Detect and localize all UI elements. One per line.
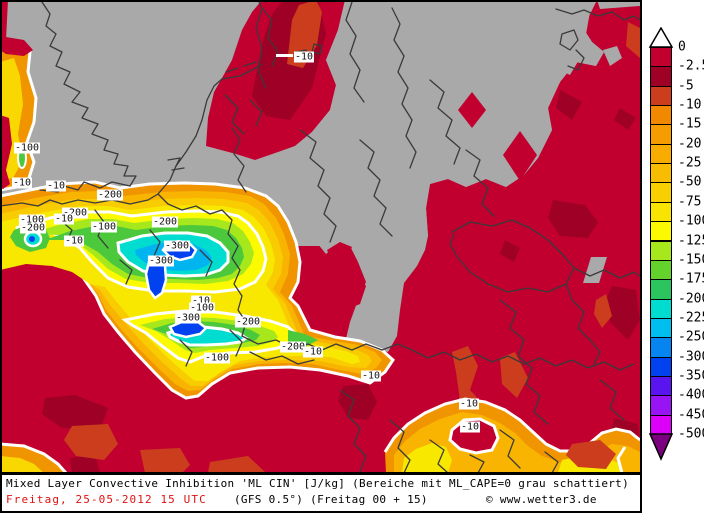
contour-label: -100 — [18, 214, 46, 226]
colorbar-tick-label: -150 — [678, 252, 704, 268]
sw-corner-pool — [0, 442, 68, 474]
colorbar-cell — [650, 298, 672, 319]
contour-label: -10 — [293, 51, 315, 63]
cin-region-brick — [64, 22, 640, 473]
contour-label: -100 — [13, 142, 41, 154]
colorbar-tick-label: -50 — [678, 174, 702, 190]
colorbar-tick-label: -15 — [678, 116, 702, 132]
colorbar-tick-label: -400 — [678, 387, 704, 403]
colorbar-tick-label: -10 — [678, 97, 702, 113]
colorbar: 0 -2.5 -5 -10 -15 -20 -25 -50 -75 -100 -125 -150 -17… — [648, 0, 704, 513]
contour-label: -10 — [459, 421, 481, 433]
contour-label: -100 — [203, 352, 231, 364]
map-title: Mixed Layer Convective Inhibition 'ML CI… — [6, 477, 630, 490]
contour-label: -300 — [147, 255, 175, 267]
contour-label: -10 — [11, 177, 33, 189]
colorbar-tick-label: -20 — [678, 136, 702, 152]
colorbar-up-arrow — [648, 27, 674, 48]
contour-label: -10 — [190, 295, 212, 307]
colorbar-cell — [650, 143, 672, 165]
cin-region-darkred — [42, 90, 640, 473]
copyright: © www.wetter3.de — [486, 493, 597, 506]
contour-label: -10 — [302, 346, 324, 358]
contour-label: -100 — [90, 221, 118, 233]
contour-leader-line — [276, 54, 293, 57]
contour-label: -10 — [458, 398, 480, 410]
caption-box: Mixed Layer Convective Inhibition 'ML CI… — [0, 473, 642, 513]
colorbar-cell — [650, 201, 672, 223]
contour-label: -300 — [163, 240, 191, 252]
contour-label: -10 — [360, 370, 382, 382]
colorbar-tick-label: -500 — [678, 426, 704, 442]
colorbar-tick-label: 0 — [678, 39, 686, 55]
colorbar-cell — [650, 182, 672, 203]
contour-label: -10 — [53, 213, 75, 225]
contour-label: -10 — [63, 235, 85, 247]
colorbar-cell — [650, 163, 672, 184]
colorbar-tick-label: -300 — [678, 349, 704, 365]
colorbar-tick-label: -175 — [678, 271, 704, 287]
colorbar-cell — [650, 240, 672, 261]
colorbar-tick-label: -250 — [678, 329, 704, 345]
contour-label: -100 — [188, 302, 216, 314]
colorbar-tick-label: -225 — [678, 310, 704, 326]
colorbar-cell — [650, 85, 672, 107]
colorbar-tick-label: -450 — [678, 407, 704, 423]
colorbar-tick-label: -100 — [678, 213, 704, 229]
colorbar-cell — [650, 279, 672, 300]
contour-label: -200 — [19, 222, 47, 234]
colorbar-cell — [650, 395, 672, 416]
colorbar-cell — [650, 337, 672, 358]
colorbar-cell — [650, 66, 672, 87]
contour-label: -200 — [234, 316, 262, 328]
cin-map: -10 -100 -10 -10 -200 -200 -100 -10 -200 -100 -10-… — [0, 0, 642, 474]
colorbar-tick-label: -125 — [678, 233, 704, 248]
colorbar-cell — [650, 124, 672, 145]
colorbar-cell — [650, 414, 672, 435]
map-borders — [0, 0, 641, 474]
colorbar-tick-label: -25 — [678, 155, 702, 171]
colorbar-tick-label: -75 — [678, 194, 702, 210]
caption-line2: Freitag, 25-05-2012 15 UTC (GFS 0.5°) (F… — [2, 493, 640, 509]
denmark-plume-core — [252, 0, 326, 120]
map-canvas — [0, 0, 642, 474]
contour-label: -300 — [174, 312, 202, 324]
colorbar-cell — [650, 105, 672, 126]
colorbar-tick-label: -350 — [678, 368, 704, 384]
contour-label: -200 — [61, 207, 89, 219]
contour-label: -200 — [279, 341, 307, 353]
colorbar-tick-label: -200 — [678, 291, 704, 307]
colorbar-cell — [650, 375, 672, 397]
map-gray-germany — [230, 0, 604, 352]
contour-label: -200 — [96, 189, 124, 201]
colorbar-cell — [650, 259, 672, 281]
contour-label: -200 — [151, 216, 179, 228]
alps-cin-pool — [383, 397, 641, 473]
valid-time: Freitag, 25-05-2012 15 UTC — [6, 493, 207, 506]
contour-label: -10 — [45, 180, 67, 192]
colorbar-cell — [650, 47, 672, 68]
colorbar-tick-label: -2.5 — [678, 58, 704, 74]
colorbar-cell — [650, 221, 672, 242]
colorbar-cell — [650, 356, 672, 377]
contour-fragment — [616, 446, 627, 474]
map-gray-patches — [556, 0, 640, 283]
model-run-info: (GFS 0.5°) (Freitag 00 + 15) — [234, 493, 428, 506]
colorbar-tick-label: -5 — [678, 78, 694, 94]
colorbar-cell — [650, 317, 672, 339]
colorbar-down-arrow — [648, 433, 674, 461]
